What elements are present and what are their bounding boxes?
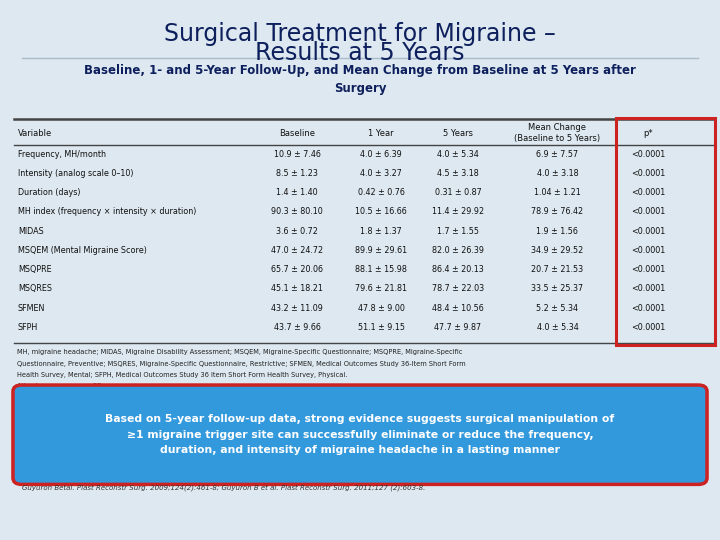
Text: MH, migraine headache; MIDAS, Migraine Disability Assessment; MSQEM, Migraine-Sp: MH, migraine headache; MIDAS, Migraine D… bbox=[17, 349, 462, 355]
Text: MIDAS: MIDAS bbox=[18, 227, 44, 236]
Text: 1.4 ± 1.40: 1.4 ± 1.40 bbox=[276, 188, 318, 197]
Text: 4.0 ± 5.34: 4.0 ± 5.34 bbox=[536, 323, 578, 332]
Text: Intensity (analog scale 0–10): Intensity (analog scale 0–10) bbox=[18, 169, 133, 178]
Text: <0.0001: <0.0001 bbox=[631, 246, 665, 255]
Text: <0.0001: <0.0001 bbox=[631, 207, 665, 217]
Text: 86.4 ± 20.13: 86.4 ± 20.13 bbox=[432, 265, 484, 274]
Text: Results at 5 Years: Results at 5 Years bbox=[256, 40, 464, 64]
Text: All values are mean ± SD.: All values are mean ± SD. bbox=[17, 383, 104, 389]
Text: 5.2 ± 5.34: 5.2 ± 5.34 bbox=[536, 303, 578, 313]
Text: 89.9 ± 29.61: 89.9 ± 29.61 bbox=[355, 246, 407, 255]
Text: 47.0 ± 24.72: 47.0 ± 24.72 bbox=[271, 246, 323, 255]
Text: 4.0 ± 5.34: 4.0 ± 5.34 bbox=[437, 150, 479, 159]
Text: 10.5 ± 16.66: 10.5 ± 16.66 bbox=[355, 207, 407, 217]
Text: Baseline: Baseline bbox=[279, 129, 315, 138]
Text: 6.9 ± 7.57: 6.9 ± 7.57 bbox=[536, 150, 578, 159]
Text: Mean Change
(Baseline to 5 Years): Mean Change (Baseline to 5 Years) bbox=[514, 123, 600, 143]
Text: 10.9 ± 7.46: 10.9 ± 7.46 bbox=[274, 150, 320, 159]
Text: 34.9 ± 29.52: 34.9 ± 29.52 bbox=[531, 246, 583, 255]
FancyBboxPatch shape bbox=[13, 385, 707, 484]
Text: 90.3 ± 80.10: 90.3 ± 80.10 bbox=[271, 207, 323, 217]
Text: 43.2 ± 11.09: 43.2 ± 11.09 bbox=[271, 303, 323, 313]
Text: <0.0001: <0.0001 bbox=[631, 303, 665, 313]
Text: MSQPRE: MSQPRE bbox=[18, 265, 52, 274]
Text: 4.0 ± 3.27: 4.0 ± 3.27 bbox=[360, 169, 402, 178]
Text: SFPH: SFPH bbox=[18, 323, 38, 332]
Text: SFMEN: SFMEN bbox=[18, 303, 45, 313]
Text: Health Survey, Mental; SFPH, Medical Outcomes Study 36 Item Short Form Health Su: Health Survey, Mental; SFPH, Medical Out… bbox=[17, 372, 347, 378]
Text: MSQRES: MSQRES bbox=[18, 285, 52, 294]
Text: 4.0 ± 6.39: 4.0 ± 6.39 bbox=[360, 150, 402, 159]
Text: Surgical Treatment for Migraine –: Surgical Treatment for Migraine – bbox=[164, 22, 556, 45]
Text: 33.5 ± 25.37: 33.5 ± 25.37 bbox=[531, 285, 583, 294]
Text: Duration (days): Duration (days) bbox=[18, 188, 81, 197]
Text: MH index (frequency × intensity × duration): MH index (frequency × intensity × durati… bbox=[18, 207, 197, 217]
Text: 3.6 ± 0.72: 3.6 ± 0.72 bbox=[276, 227, 318, 236]
Text: 20.7 ± 21.53: 20.7 ± 21.53 bbox=[531, 265, 583, 274]
Text: 78.9 ± 76.42: 78.9 ± 76.42 bbox=[531, 207, 583, 217]
Text: 0.42 ± 0.76: 0.42 ± 0.76 bbox=[358, 188, 405, 197]
Text: Variable: Variable bbox=[18, 129, 53, 138]
Text: <0.0001: <0.0001 bbox=[631, 169, 665, 178]
Text: 4.0 ± 3.18: 4.0 ± 3.18 bbox=[536, 169, 578, 178]
Text: 48.4 ± 10.56: 48.4 ± 10.56 bbox=[432, 303, 484, 313]
Text: 0.31 ± 0.87: 0.31 ± 0.87 bbox=[434, 188, 481, 197]
Text: 1.8 ± 1.37: 1.8 ± 1.37 bbox=[360, 227, 402, 236]
Text: <0.0001: <0.0001 bbox=[631, 323, 665, 332]
Text: 1 Year: 1 Year bbox=[368, 129, 394, 138]
Text: 1.7 ± 1.55: 1.7 ± 1.55 bbox=[437, 227, 479, 236]
Text: 5 Years: 5 Years bbox=[443, 129, 473, 138]
Text: <0.0001: <0.0001 bbox=[631, 227, 665, 236]
Text: 65.7 ± 20.06: 65.7 ± 20.06 bbox=[271, 265, 323, 274]
Text: 82.0 ± 26.39: 82.0 ± 26.39 bbox=[432, 246, 484, 255]
Text: 47.7 ± 9.87: 47.7 ± 9.87 bbox=[434, 323, 482, 332]
Text: 79.6 ± 21.81: 79.6 ± 21.81 bbox=[355, 285, 407, 294]
Text: Frequency, MH/month: Frequency, MH/month bbox=[18, 150, 106, 159]
Text: 4.5 ± 3.18: 4.5 ± 3.18 bbox=[437, 169, 479, 178]
Text: 47.8 ± 9.00: 47.8 ± 9.00 bbox=[358, 303, 405, 313]
Text: Baseline, 1- and 5-Year Follow-Up, and Mean Change from Baseline at 5 Years afte: Baseline, 1- and 5-Year Follow-Up, and M… bbox=[84, 64, 636, 94]
Text: 8.5 ± 1.23: 8.5 ± 1.23 bbox=[276, 169, 318, 178]
Text: 43.7 ± 9.66: 43.7 ± 9.66 bbox=[274, 323, 320, 332]
Text: <0.0001: <0.0001 bbox=[631, 188, 665, 197]
Text: 11.4 ± 29.92: 11.4 ± 29.92 bbox=[432, 207, 484, 217]
Text: MSQEM (Mental Migraine Score): MSQEM (Mental Migraine Score) bbox=[18, 246, 147, 255]
Text: Based on 5-year follow-up data, strong evidence suggests surgical manipulation o: Based on 5-year follow-up data, strong e… bbox=[105, 415, 615, 455]
Text: 45.1 ± 18.21: 45.1 ± 18.21 bbox=[271, 285, 323, 294]
Text: <0.0001: <0.0001 bbox=[631, 285, 665, 294]
Text: *The p values were obtained from paired t test and confirmed by Wilcoxon signed : *The p values were obtained from paired … bbox=[17, 395, 325, 401]
Text: <0.0001: <0.0001 bbox=[631, 150, 665, 159]
Text: Questionnaire, Preventive; MSQRES, Migraine-Specific Questionnaire, Restrictive;: Questionnaire, Preventive; MSQRES, Migra… bbox=[17, 361, 465, 367]
Text: Guyuron Betal. Plast Reconstr Surg. 2009;124(2):461-8; Guyuron B et al. Plast Re: Guyuron Betal. Plast Reconstr Surg. 2009… bbox=[22, 484, 425, 491]
Text: <0.0001: <0.0001 bbox=[631, 265, 665, 274]
Text: 51.1 ± 9.15: 51.1 ± 9.15 bbox=[358, 323, 405, 332]
Text: 78.7 ± 22.03: 78.7 ± 22.03 bbox=[432, 285, 484, 294]
Text: 1.9 ± 1.56: 1.9 ± 1.56 bbox=[536, 227, 578, 236]
Text: 1.04 ± 1.21: 1.04 ± 1.21 bbox=[534, 188, 581, 197]
Text: 88.1 ± 15.98: 88.1 ± 15.98 bbox=[355, 265, 407, 274]
Text: p*: p* bbox=[644, 129, 653, 138]
